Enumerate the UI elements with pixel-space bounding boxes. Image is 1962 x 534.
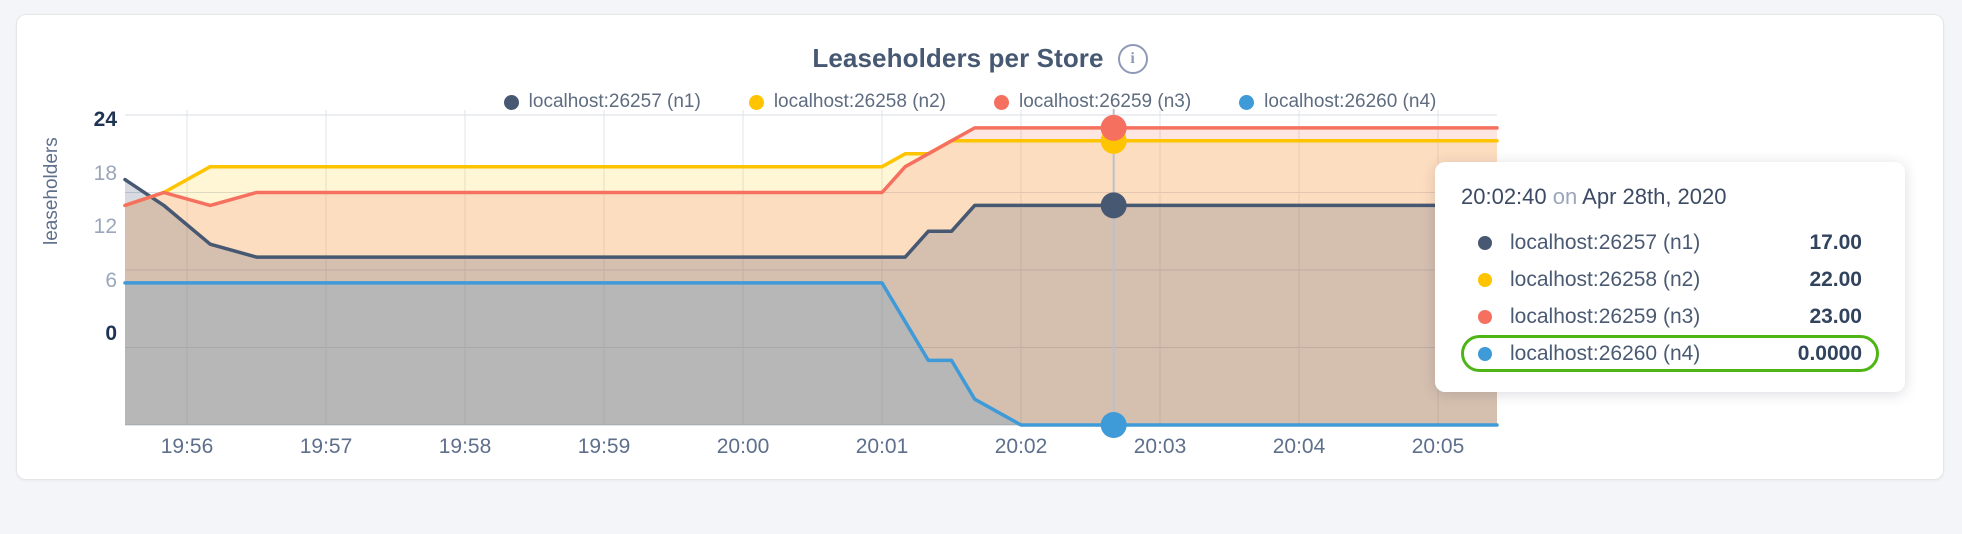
legend-item-n2[interactable]: localhost:26258 (n2) bbox=[748, 91, 946, 113]
series-swatch-icon bbox=[1478, 346, 1492, 361]
legend-label: localhost:26257 (n1) bbox=[528, 91, 701, 112]
tooltip-on-word: on bbox=[1552, 184, 1578, 209]
x-tick-label: 20:02 bbox=[994, 435, 1048, 458]
legend-swatch-icon bbox=[994, 94, 1009, 110]
legend-swatch-icon bbox=[748, 94, 764, 110]
chart-card: Leaseholders per Store i localhost:26257… bbox=[16, 14, 1944, 480]
x-tick-label: 20:03 bbox=[1133, 435, 1187, 458]
x-tick-label: 19:57 bbox=[299, 435, 353, 458]
y-axis-ticks: 24 18 12 6 0 bbox=[57, 15, 117, 479]
tooltip-time: 20:02:40 bbox=[1461, 184, 1547, 209]
hover-points bbox=[1100, 114, 1127, 438]
legend-swatch-icon bbox=[1239, 94, 1255, 110]
series-swatch-icon bbox=[1478, 272, 1492, 287]
x-tick-label: 19:58 bbox=[438, 435, 492, 458]
y-tick-label: 18 bbox=[93, 162, 117, 185]
legend-item-n4[interactable]: localhost:26260 (n4) bbox=[1239, 91, 1436, 113]
x-tick-label: 20:00 bbox=[716, 435, 770, 458]
tooltip-row-highlighted: localhost:26260 (n4) 0.0000 bbox=[1461, 335, 1879, 372]
chart-legend: localhost:26257 (n1) localhost:26258 (n2… bbox=[17, 91, 1943, 113]
page-title: Leaseholders per Store bbox=[812, 43, 1104, 73]
series-areas bbox=[125, 127, 1497, 426]
hover-tooltip: 20:02:40 on Apr 28th, 2020 localhost:262… bbox=[1435, 162, 1905, 392]
x-tick-label: 19:56 bbox=[160, 435, 214, 458]
tooltip-row: localhost:26257 (n1) 17.00 bbox=[1461, 224, 1879, 261]
tooltip-series-label: localhost:26257 (n1) bbox=[1510, 230, 1701, 254]
tooltip-row: localhost:26259 (n3) 23.00 bbox=[1461, 298, 1879, 335]
tooltip-series-value: 23.00 bbox=[1809, 304, 1862, 328]
tooltip-series-label: localhost:26258 (n2) bbox=[1510, 267, 1701, 291]
legend-item-n3[interactable]: localhost:26259 (n3) bbox=[994, 91, 1191, 113]
info-icon[interactable]: i bbox=[1117, 43, 1148, 74]
series-swatch-icon bbox=[1478, 235, 1492, 250]
tooltip-date: Apr 28th, 2020 bbox=[1582, 184, 1727, 209]
y-tick-label: 24 bbox=[93, 108, 117, 131]
legend-label: localhost:26258 (n2) bbox=[773, 91, 946, 112]
legend-item-n1[interactable]: localhost:26257 (n1) bbox=[503, 91, 701, 113]
x-tick-label: 20:05 bbox=[1411, 435, 1465, 458]
tooltip-series-label: localhost:26260 (n4) bbox=[1510, 341, 1701, 365]
plot-area[interactable]: leaseholders 24 18 12 6 0 19:56 19:57 19… bbox=[17, 15, 1943, 479]
tooltip-row: localhost:26258 (n2) 22.00 bbox=[1461, 261, 1879, 298]
x-tick-label: 19:59 bbox=[577, 435, 631, 458]
y-tick-label: 6 bbox=[105, 269, 117, 292]
legend-label: localhost:26260 (n4) bbox=[1264, 91, 1437, 112]
tooltip-timestamp: 20:02:40 on Apr 28th, 2020 bbox=[1461, 184, 1879, 210]
x-tick-label: 20:04 bbox=[1272, 435, 1326, 458]
plot-svg[interactable] bbox=[17, 15, 1945, 481]
series-swatch-icon bbox=[1478, 309, 1492, 324]
tooltip-series-value: 17.00 bbox=[1809, 230, 1862, 254]
tooltip-series-label: localhost:26259 (n3) bbox=[1510, 304, 1701, 328]
chart-header: Leaseholders per Store i bbox=[17, 43, 1943, 74]
y-tick-label: 12 bbox=[93, 215, 117, 238]
legend-swatch-icon bbox=[503, 94, 519, 110]
tooltip-series-value: 22.00 bbox=[1809, 267, 1862, 291]
y-tick-label: 0 bbox=[105, 322, 117, 345]
x-tick-label: 20:01 bbox=[855, 435, 909, 458]
legend-label: localhost:26259 (n3) bbox=[1019, 91, 1192, 112]
tooltip-series-value: 0.0000 bbox=[1797, 341, 1862, 365]
series-lines bbox=[123, 126, 1499, 427]
